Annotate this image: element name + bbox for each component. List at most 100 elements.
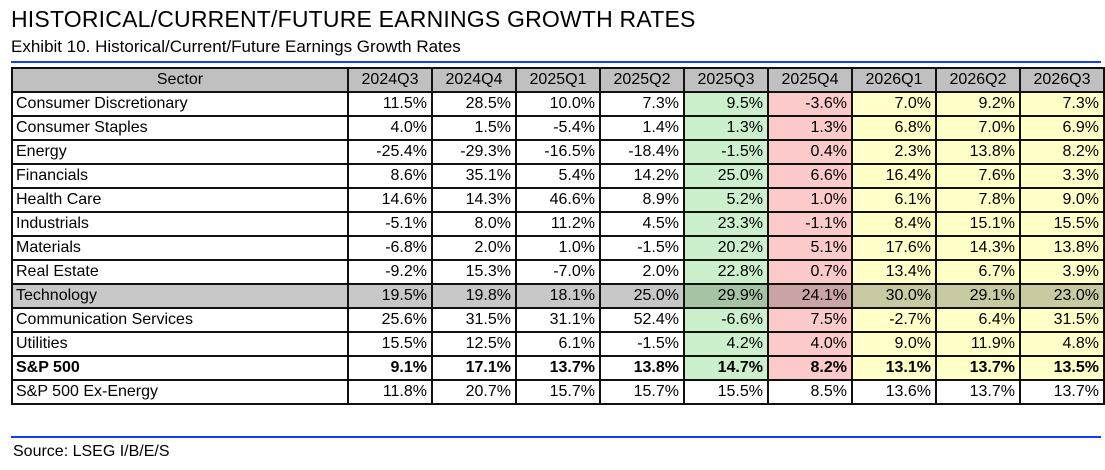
growth-rate-cell: 14.3% xyxy=(935,235,1021,261)
bottom-rule xyxy=(11,436,1101,438)
column-header-2026q1: 2026Q1 xyxy=(851,67,937,93)
growth-rate-cell: 8.0% xyxy=(431,211,517,237)
growth-rate-cell: 7.8% xyxy=(935,187,1021,213)
sector-name: Energy xyxy=(11,139,349,165)
growth-rate-cell: 13.1% xyxy=(851,355,937,381)
growth-rate-cell: 9.0% xyxy=(1019,187,1105,213)
growth-rate-cell: 8.4% xyxy=(851,211,937,237)
table-row: Financials 8.6% 35.1% 5.4% 14.2% 25.0% 6.6% 16.… xyxy=(11,163,1105,189)
sector-name: Communication Services xyxy=(11,307,349,333)
growth-rate-cell: 17.6% xyxy=(851,235,937,261)
growth-rate-cell: 8.6% xyxy=(347,163,433,189)
growth-rate-cell: 6.1% xyxy=(851,187,937,213)
growth-rate-cell: 31.5% xyxy=(431,307,517,333)
growth-rate-cell: -9.2% xyxy=(347,259,433,285)
growth-rate-cell: 13.8% xyxy=(599,355,685,381)
growth-rate-cell: 7.0% xyxy=(935,115,1021,141)
growth-rate-cell: 25.0% xyxy=(599,283,685,309)
growth-rate-cell: 30.0% xyxy=(851,283,937,309)
growth-rate-cell: 1.0% xyxy=(515,235,601,261)
sector-name: Utilities xyxy=(11,331,349,357)
growth-rate-cell: 13.6% xyxy=(851,379,937,405)
table-row: Materials -6.8% 2.0% 1.0% -1.5% 20.2% 5.1% 17.6… xyxy=(11,235,1105,261)
growth-rate-cell: 13.4% xyxy=(851,259,937,285)
growth-rate-cell: 52.4% xyxy=(599,307,685,333)
growth-rate-cell: 1.5% xyxy=(431,115,517,141)
growth-rate-cell: 5.1% xyxy=(767,235,853,261)
growth-rate-cell: 17.1% xyxy=(431,355,517,381)
growth-rate-cell: 8.5% xyxy=(767,379,853,405)
growth-rate-cell: 4.2% xyxy=(683,331,769,357)
growth-rate-cell: 1.0% xyxy=(767,187,853,213)
growth-rate-cell: -1.5% xyxy=(599,235,685,261)
growth-rate-cell: 15.7% xyxy=(515,379,601,405)
growth-rate-cell: 13.7% xyxy=(515,355,601,381)
growth-rate-cell: 4.0% xyxy=(767,331,853,357)
growth-rate-cell: 8.2% xyxy=(1019,139,1105,165)
growth-rate-cell: 6.6% xyxy=(767,163,853,189)
growth-rate-cell: -7.0% xyxy=(515,259,601,285)
growth-rate-cell: 2.3% xyxy=(851,139,937,165)
column-header-2025q1: 2025Q1 xyxy=(515,67,601,93)
growth-rate-cell: -6.8% xyxy=(347,235,433,261)
table-row: Health Care 14.6% 14.3% 46.6% 8.9% 5.2% 1.0% 6.… xyxy=(11,187,1105,213)
sector-name: Consumer Staples xyxy=(11,115,349,141)
table-row: S&P 500 9.1% 17.1% 13.7% 13.8% 14.7% 8.2% 13.1%… xyxy=(11,355,1105,381)
growth-rate-cell: -5.1% xyxy=(347,211,433,237)
growth-rate-cell: 11.9% xyxy=(935,331,1021,357)
growth-rate-cell: 11.8% xyxy=(347,379,433,405)
growth-rate-cell: 15.3% xyxy=(431,259,517,285)
table-row: Industrials -5.1% 8.0% 11.2% 4.5% 23.3% -1.1% 8… xyxy=(11,211,1105,237)
growth-rate-cell: -29.3% xyxy=(431,139,517,165)
growth-rate-cell: 19.5% xyxy=(347,283,433,309)
growth-rate-cell: 14.2% xyxy=(599,163,685,189)
growth-rate-cell: 13.7% xyxy=(1019,379,1105,405)
sector-name: Financials xyxy=(11,163,349,189)
growth-rate-cell: 24.1% xyxy=(767,283,853,309)
column-header-2026q2: 2026Q2 xyxy=(935,67,1021,93)
table-row: Energy -25.4% -29.3% -16.5% -18.4% -1.5% 0.4% 2… xyxy=(11,139,1105,165)
growth-rate-cell: 4.5% xyxy=(599,211,685,237)
column-header-2026q3: 2026Q3 xyxy=(1019,67,1105,93)
growth-rate-cell: 20.2% xyxy=(683,235,769,261)
growth-rate-cell: 7.6% xyxy=(935,163,1021,189)
sector-name: S&P 500 xyxy=(11,355,349,381)
growth-rate-cell: 14.6% xyxy=(347,187,433,213)
growth-rate-cell: 31.5% xyxy=(1019,307,1105,333)
growth-rate-cell: 29.9% xyxy=(683,283,769,309)
growth-rate-cell: 4.8% xyxy=(1019,331,1105,357)
growth-rate-cell: 7.3% xyxy=(599,91,685,117)
growth-rate-cell: 46.6% xyxy=(515,187,601,213)
earnings-growth-table: Sector 2024Q3 2024Q4 2025Q1 2025Q2 2025Q3 2025… xyxy=(11,67,1105,405)
growth-rate-cell: 11.2% xyxy=(515,211,601,237)
growth-rate-cell: 2.0% xyxy=(431,235,517,261)
source-note: Source: LSEG I/B/E/S xyxy=(13,443,170,460)
table-row: Consumer Discretionary 11.5% 28.5% 10.0% 7.3… xyxy=(11,91,1105,117)
growth-rate-cell: 29.1% xyxy=(935,283,1021,309)
growth-rate-cell: 22.8% xyxy=(683,259,769,285)
growth-rate-cell: 19.8% xyxy=(431,283,517,309)
sector-name: Industrials xyxy=(11,211,349,237)
growth-rate-cell: 14.3% xyxy=(431,187,517,213)
growth-rate-cell: 25.6% xyxy=(347,307,433,333)
growth-rate-cell: -1.1% xyxy=(767,211,853,237)
growth-rate-cell: 11.5% xyxy=(347,91,433,117)
growth-rate-cell: 0.4% xyxy=(767,139,853,165)
growth-rate-cell: 6.8% xyxy=(851,115,937,141)
sector-name: S&P 500 Ex-Energy xyxy=(11,379,349,405)
growth-rate-cell: 13.7% xyxy=(935,355,1021,381)
growth-rate-cell: -2.7% xyxy=(851,307,937,333)
growth-rate-cell: 13.8% xyxy=(935,139,1021,165)
growth-rate-cell: -5.4% xyxy=(515,115,601,141)
growth-rate-cell: -6.6% xyxy=(683,307,769,333)
growth-rate-cell: 13.7% xyxy=(935,379,1021,405)
growth-rate-cell: 25.0% xyxy=(683,163,769,189)
growth-rate-cell: 15.7% xyxy=(599,379,685,405)
exhibit-subtitle: Exhibit 10. Historical/Current/Future Ea… xyxy=(11,37,461,56)
column-header-2024q4: 2024Q4 xyxy=(431,67,517,93)
table-row: Consumer Staples 4.0% 1.5% -5.4% 1.4% 1.3% 1.3… xyxy=(11,115,1105,141)
growth-rate-cell: -18.4% xyxy=(599,139,685,165)
growth-rate-cell: -25.4% xyxy=(347,139,433,165)
growth-rate-cell: 6.1% xyxy=(515,331,601,357)
column-header-2025q3: 2025Q3 xyxy=(683,67,769,93)
